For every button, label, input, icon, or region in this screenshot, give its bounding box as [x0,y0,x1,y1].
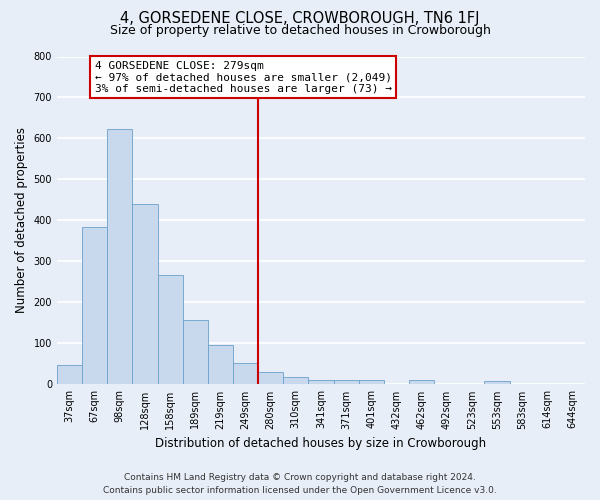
Bar [233,363,258,384]
Text: 4 GORSEDENE CLOSE: 279sqm
← 97% of detached houses are smaller (2,049)
3% of sem: 4 GORSEDENE CLOSE: 279sqm ← 97% of detac… [95,60,392,94]
Text: 4, GORSEDENE CLOSE, CROWBOROUGH, TN6 1FJ: 4, GORSEDENE CLOSE, CROWBOROUGH, TN6 1FJ [120,11,480,26]
Bar [208,346,233,385]
Bar [258,372,283,384]
Bar [158,275,182,384]
Bar [308,380,334,384]
X-axis label: Distribution of detached houses by size in Crowborough: Distribution of detached houses by size … [155,437,487,450]
Bar [359,380,384,384]
Bar [484,381,509,384]
Bar [182,320,208,384]
Bar [283,377,308,384]
Bar [57,365,82,384]
Text: Contains HM Land Registry data © Crown copyright and database right 2024.
Contai: Contains HM Land Registry data © Crown c… [103,474,497,495]
Text: Size of property relative to detached houses in Crowborough: Size of property relative to detached ho… [110,24,490,37]
Bar [409,380,434,384]
Bar [133,204,158,384]
Bar [107,130,133,384]
Bar [82,226,107,384]
Y-axis label: Number of detached properties: Number of detached properties [15,128,28,314]
Bar [334,380,359,384]
